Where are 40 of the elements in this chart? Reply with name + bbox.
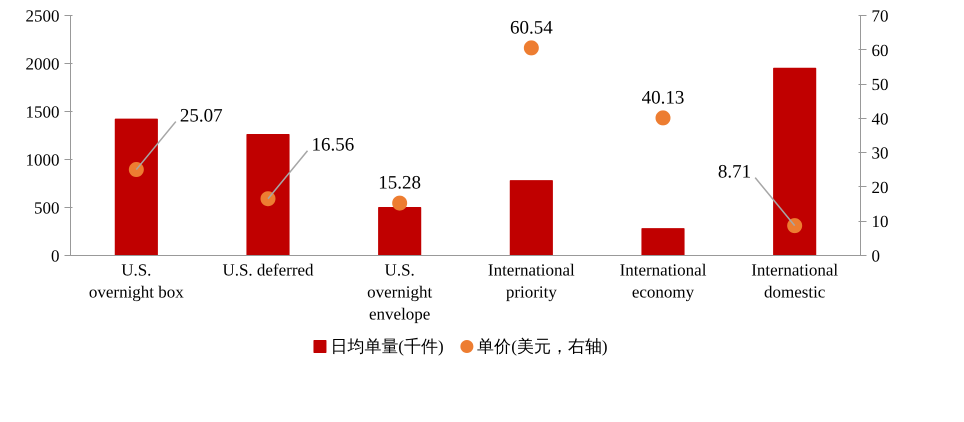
- bar: [378, 207, 422, 256]
- y2-tick-label: 20: [872, 178, 888, 197]
- y-tick-label: 1500: [26, 102, 60, 122]
- y2-tick-label: 40: [872, 109, 888, 128]
- y-tick-label: 2000: [26, 54, 60, 74]
- bar: [114, 118, 158, 256]
- legend-label: 单价(美元，右轴): [477, 337, 608, 356]
- y2-tick-label: 50: [872, 75, 888, 94]
- y-tick-label: 0: [51, 246, 60, 266]
- point: [656, 110, 670, 126]
- y2-tick-label: 10: [872, 212, 888, 232]
- point: [787, 218, 802, 234]
- point: [392, 196, 408, 211]
- legend-label: 日均单量(千件): [330, 337, 444, 356]
- category-label: International domestic: [751, 260, 838, 302]
- bar: [641, 228, 685, 256]
- data-label: 40.13: [642, 88, 684, 109]
- data-label: 16.56: [312, 134, 354, 156]
- category-label: U.S. overnight envelope: [367, 260, 432, 324]
- category-label: International priority: [488, 260, 575, 302]
- data-label: 8.71: [718, 162, 752, 183]
- point: [260, 191, 276, 206]
- category-label: International economy: [620, 260, 706, 302]
- bar: [246, 134, 290, 256]
- y2-tick-label: 60: [872, 40, 888, 60]
- y2-tick-label: 30: [872, 144, 888, 163]
- point: [128, 162, 144, 178]
- bar: [773, 68, 816, 256]
- data-label: 25.07: [180, 106, 223, 127]
- y-tick-label: 1000: [26, 150, 60, 170]
- y2-tick-label: 70: [872, 6, 888, 26]
- point: [524, 40, 539, 56]
- data-label: 60.54: [510, 18, 554, 39]
- y-tick-label: 2500: [26, 6, 60, 26]
- y2-tick-label: 0: [872, 246, 880, 266]
- y-tick-label: 500: [34, 198, 60, 218]
- x-tick-label: U.S. deferred: [222, 260, 314, 280]
- category-label: U.S. overnight box: [88, 260, 184, 302]
- bar: [510, 180, 553, 256]
- data-label: 15.28: [378, 172, 422, 194]
